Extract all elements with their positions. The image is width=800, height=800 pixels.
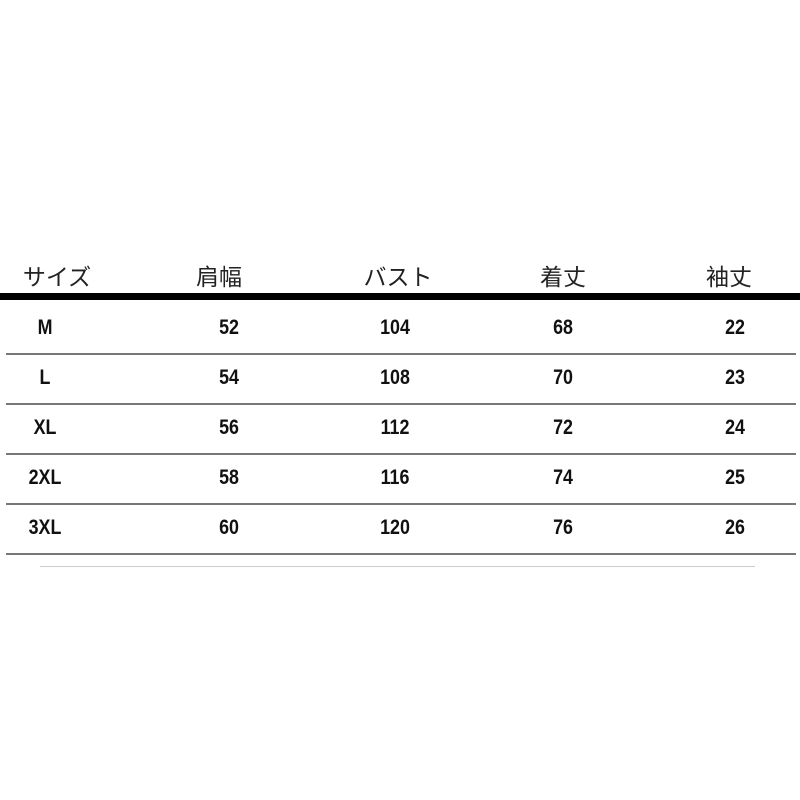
- cell-size: 3XL: [28, 516, 62, 539]
- header-sleeve-length: 袖丈: [706, 265, 752, 291]
- table-row: XL 56 112 72 24: [0, 404, 800, 454]
- cell-sleeve-length: 23: [725, 366, 745, 389]
- header-shoulder-width: 肩幅: [196, 265, 242, 291]
- cell-bust: 112: [380, 416, 410, 439]
- row-divider: [6, 453, 796, 455]
- table-row: L 54 108 70 23: [0, 354, 800, 404]
- cell-shoulder-width: 60: [219, 516, 239, 539]
- cell-bust: 104: [380, 316, 410, 339]
- table-row: 3XL 60 120 76 26: [0, 504, 800, 554]
- cell-sleeve-length: 25: [725, 466, 745, 489]
- table-row: 2XL 58 116 74 25: [0, 454, 800, 504]
- cell-size: L: [39, 366, 51, 389]
- row-divider: [6, 553, 796, 555]
- cell-length: 74: [553, 466, 573, 489]
- cell-length: 68: [553, 316, 573, 339]
- row-divider: [6, 403, 796, 405]
- cell-size: M: [37, 316, 53, 339]
- cell-size: XL: [33, 416, 57, 439]
- row-divider: [6, 353, 796, 355]
- cell-length: 76: [553, 516, 573, 539]
- table-row: M 52 104 68 22: [0, 304, 800, 354]
- header-bust: バスト: [363, 265, 433, 291]
- cell-length: 70: [553, 366, 573, 389]
- cell-size: 2XL: [28, 466, 62, 489]
- cell-shoulder-width: 58: [219, 466, 239, 489]
- header-size: サイズ: [22, 265, 92, 291]
- cell-sleeve-length: 24: [725, 416, 745, 439]
- cell-sleeve-length: 26: [725, 516, 745, 539]
- cell-shoulder-width: 52: [219, 316, 239, 339]
- cell-shoulder-width: 54: [219, 366, 239, 389]
- row-divider: [6, 503, 796, 505]
- header-divider: [0, 293, 800, 300]
- cell-length: 72: [553, 416, 573, 439]
- cell-bust: 116: [380, 466, 410, 489]
- cell-bust: 120: [380, 516, 410, 539]
- cell-shoulder-width: 56: [219, 416, 239, 439]
- cell-bust: 108: [380, 366, 410, 389]
- cell-sleeve-length: 22: [725, 316, 745, 339]
- header-length: 着丈: [540, 265, 586, 291]
- bottom-divider: [40, 566, 755, 567]
